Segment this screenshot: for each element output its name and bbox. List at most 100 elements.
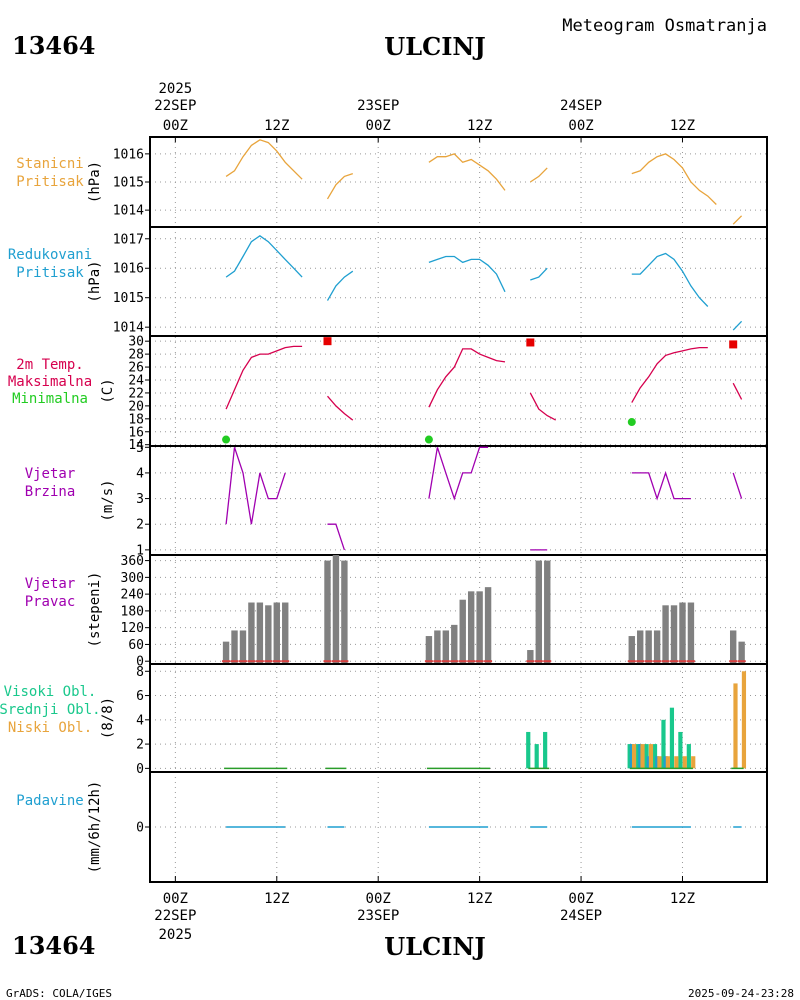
y-tick-label: 1014 xyxy=(113,204,144,219)
direction-bar xyxy=(645,630,652,664)
tmax-marker xyxy=(729,340,738,349)
temp-line xyxy=(225,345,303,410)
station-name-bottom: ULCINJ xyxy=(384,932,485,961)
y-tick-label: 3 xyxy=(136,492,144,507)
panel-label: Pritisak xyxy=(16,265,84,281)
date-label: 24SEP xyxy=(560,98,602,114)
y-tick-label: 26 xyxy=(128,361,144,376)
y-axis-label: (stepeni) xyxy=(87,572,103,648)
direction-bar xyxy=(467,591,475,664)
y-tick-label: 1014 xyxy=(113,321,144,336)
time-tick-label: 12Z xyxy=(264,118,289,134)
tmax-marker xyxy=(526,338,535,347)
footer-timestamp: 2025-09-24-23:28 xyxy=(688,987,794,1000)
time-tick-label: 00Z xyxy=(163,891,188,907)
cloud-bar xyxy=(674,756,679,769)
panel-reduced_pressure: 1014 1015 1016 1017 (hPa)Redukovani Pritisak xyxy=(8,226,768,337)
direction-bar xyxy=(434,630,441,664)
y-tick-label: 14 xyxy=(128,438,144,453)
temp-line xyxy=(732,382,743,400)
y-tick-label: 240 xyxy=(121,588,144,603)
y-axis-label: (mm/6h/12h) xyxy=(87,781,103,874)
direction-bar xyxy=(687,602,695,664)
y-axis-label: (C) xyxy=(100,378,116,403)
series-line xyxy=(529,167,548,183)
cloud-bar xyxy=(638,744,643,769)
y-tick-label: 16 xyxy=(128,425,144,440)
top-time-axis: 2025 00Z 22SEP 12Z 00Z 23SEP 12Z 00Z 24SEP 12Z xyxy=(154,81,695,143)
date-label: 22SEP xyxy=(154,98,196,114)
cloud-bar xyxy=(661,719,666,769)
date-label: 24SEP xyxy=(560,908,602,924)
y-tick-label: 5 xyxy=(136,441,144,456)
date-label: 23SEP xyxy=(357,908,399,924)
y-tick-label: 1015 xyxy=(113,291,144,306)
panel-label: Visoki Obl. xyxy=(4,684,97,700)
panel-label: Padavine xyxy=(16,793,83,809)
panel-wind_speed: 1 2 3 4 5 (m/s) Vjetar Brzina xyxy=(25,441,768,558)
time-tick-label: 00Z xyxy=(163,118,188,134)
cloud-bar xyxy=(733,683,738,769)
y-tick-label: 120 xyxy=(121,621,144,636)
y-tick-label: 28 xyxy=(128,348,144,363)
tmin-marker xyxy=(222,435,231,444)
axis-year: 2025 xyxy=(158,927,192,943)
y-tick-label: 4 xyxy=(136,713,144,728)
time-tick-label: 00Z xyxy=(568,118,593,134)
direction-bar xyxy=(459,599,466,664)
cloud-bar xyxy=(652,744,658,769)
series-line xyxy=(326,172,354,200)
y-axis-label: (hPa) xyxy=(87,260,103,302)
panel-label: Minimalna xyxy=(12,391,88,407)
station-id-top: 13464 xyxy=(12,31,96,60)
y-tick-label: 180 xyxy=(121,604,144,619)
cloud-bar xyxy=(627,744,632,769)
direction-bar xyxy=(451,624,458,664)
cloud-bar xyxy=(657,756,662,769)
y-tick-label: 22 xyxy=(128,386,144,401)
series-line xyxy=(530,267,548,281)
direction-bar xyxy=(324,560,331,664)
panel-cloud_cover: 0 2 4 6 8 (8/8)Visoki Obl. Srednji Obl. Niski O… xyxy=(0,663,768,777)
tmin-marker xyxy=(627,418,636,427)
cloud-bar xyxy=(636,744,641,769)
header-title: Meteogram Osmatranja xyxy=(562,16,767,36)
cloud-bar xyxy=(644,744,649,769)
time-tick-label: 00Z xyxy=(366,891,391,907)
panel-label: Maksimalna xyxy=(8,374,92,390)
series-line xyxy=(631,153,717,205)
series-line xyxy=(631,252,709,307)
direction-bar xyxy=(653,630,661,664)
cloud-bar xyxy=(665,756,670,769)
panel-frame xyxy=(149,445,768,556)
cloud-bar xyxy=(669,707,675,769)
panel-station_pressure: 1014 1015 1016 (hPa)Stanicni Pritisak xyxy=(16,136,768,228)
y-tick-label: 360 xyxy=(121,554,144,569)
panel-label: Pritisak xyxy=(16,174,84,190)
direction-bar xyxy=(484,587,492,664)
cloud-bar xyxy=(682,756,687,769)
date-label: 22SEP xyxy=(154,908,196,924)
y-tick-label: 2 xyxy=(136,518,144,533)
direction-bar xyxy=(670,605,678,664)
y-tick-label: 18 xyxy=(128,412,144,427)
meteogram-panels: 101410151016(hPa)StanicniPritisak1014101… xyxy=(0,136,768,883)
direction-bar xyxy=(282,602,289,664)
panel-label: Vjetar xyxy=(25,576,76,592)
station-id-bottom: 13464 xyxy=(12,931,96,960)
footer-credit: GrADS: COLA/IGES xyxy=(6,987,112,1000)
direction-bar xyxy=(679,602,686,664)
y-tick-label: 6 xyxy=(136,689,144,704)
panel-label: Pravac xyxy=(25,594,76,610)
series-line xyxy=(631,470,691,501)
y-tick-label: 4 xyxy=(136,466,144,481)
panel-label: Redukovani xyxy=(8,247,92,263)
direction-bar xyxy=(256,602,264,664)
y-tick-label: 1 xyxy=(136,543,144,558)
cloud-bar xyxy=(678,731,683,769)
series-line xyxy=(225,235,303,278)
cloud-bar xyxy=(631,744,637,769)
y-tick-label: 1016 xyxy=(113,147,144,162)
series-line xyxy=(225,447,286,525)
temp-line xyxy=(327,395,354,421)
